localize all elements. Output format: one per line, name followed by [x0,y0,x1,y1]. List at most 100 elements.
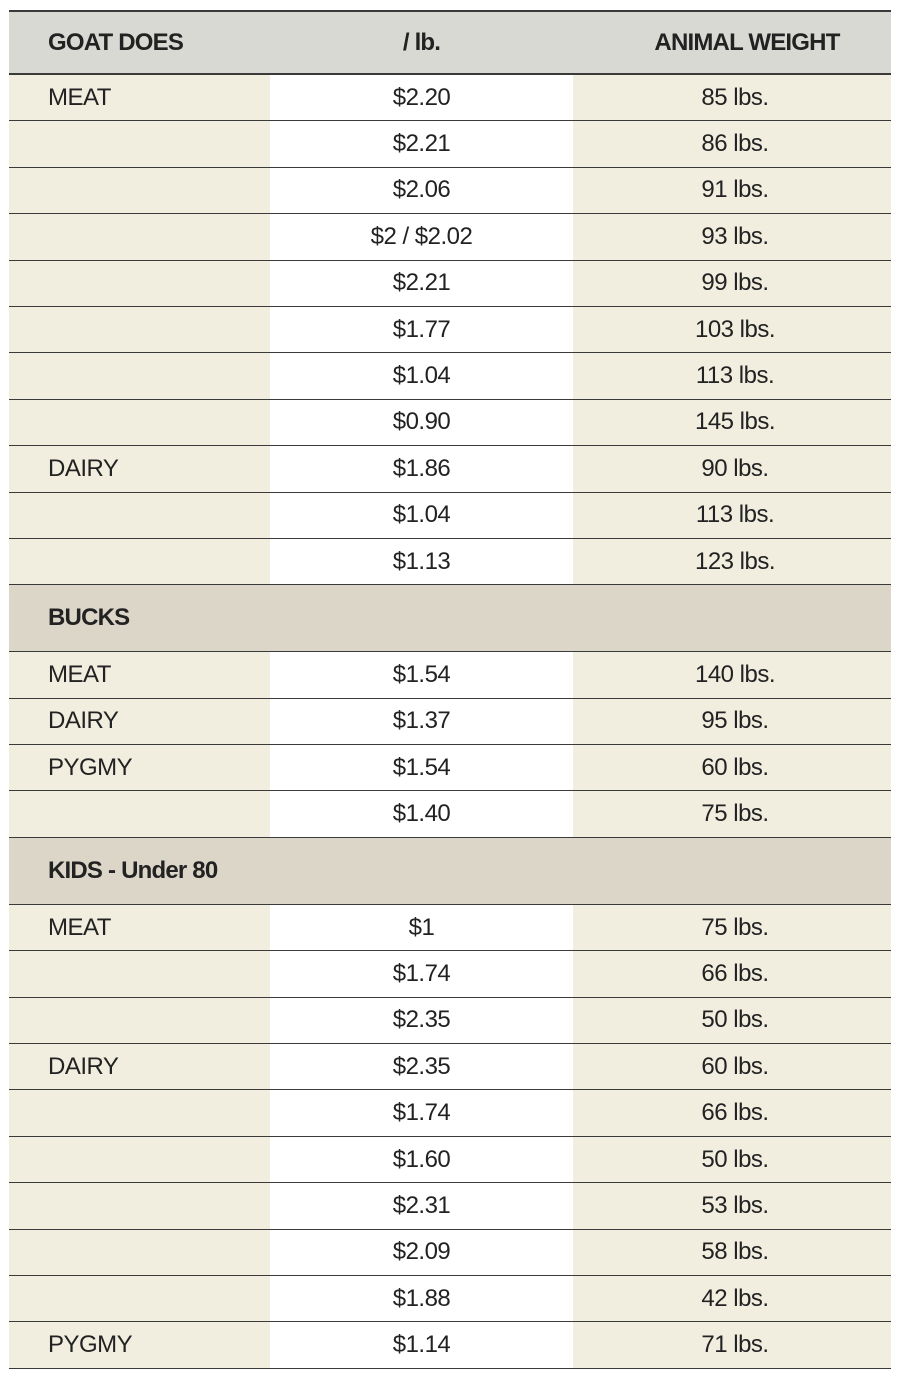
weight-cell: 86 lbs. [573,120,891,168]
weight-cell: 60 lbs. [573,744,891,792]
weight-cell: 90 lbs. [573,445,891,493]
price-cell: $1.40 [270,790,573,838]
category-cell [9,1089,270,1137]
weight-cell: 85 lbs. [573,74,891,122]
category-cell [9,213,270,261]
weight-cell: 113 lbs. [573,492,891,539]
header-row: GOAT DOES / lb. ANIMAL WEIGHT [9,10,891,75]
table-row: MEAT $2.20 85 lbs. [9,74,891,122]
category-cell: DAIRY [9,1043,270,1091]
category-cell: DAIRY [9,445,270,493]
price-cell: $1.14 [270,1321,573,1369]
table-row: PYGMY $1.54 60 lbs. [9,744,891,792]
category-cell [9,306,270,354]
table-row: $1.60 50 lbs. [9,1136,891,1184]
price-cell: $1.04 [270,492,573,539]
price-table-container: GOAT DOES / lb. ANIMAL WEIGHT MEAT $2.20 8… [9,10,891,1369]
price-cell: $2.21 [270,260,573,307]
category-cell [9,1275,270,1323]
weight-cell: 113 lbs. [573,352,891,400]
table-row: DAIRY $2.35 60 lbs. [9,1043,891,1091]
price-cell: $2.20 [270,74,573,122]
price-cell: $2.35 [270,997,573,1045]
category-cell: PYGMY [9,1321,270,1369]
weight-cell: 99 lbs. [573,260,891,307]
weight-cell: 93 lbs. [573,213,891,261]
section-header-row: BUCKS [9,584,891,653]
weight-cell: 53 lbs. [573,1182,891,1230]
table-row: $1.77 103 lbs. [9,306,891,354]
table-row: $1.74 66 lbs. [9,950,891,998]
weight-cell: 91 lbs. [573,167,891,215]
price-cell: $1.54 [270,651,573,699]
price-cell: $1.74 [270,1089,573,1137]
table-body: MEAT $2.20 85 lbs. $2.21 86 lbs. $2.06 91 lbs.… [9,74,891,1369]
table-row: PYGMY $1.14 71 lbs. [9,1321,891,1369]
table-header: GOAT DOES / lb. ANIMAL WEIGHT [9,10,891,75]
weight-cell: 66 lbs. [573,1089,891,1137]
weight-cell: 123 lbs. [573,538,891,586]
table-row: $2.31 53 lbs. [9,1182,891,1230]
price-cell: $1 [270,904,573,952]
table-row: $2 / $2.02 93 lbs. [9,213,891,261]
weight-cell: 50 lbs. [573,997,891,1045]
category-cell [9,538,270,586]
weight-cell: 58 lbs. [573,1229,891,1276]
category-cell [9,790,270,838]
price-cell: $2 / $2.02 [270,213,573,261]
category-cell: MEAT [9,904,270,952]
weight-cell: 60 lbs. [573,1043,891,1091]
weight-cell: 75 lbs. [573,904,891,952]
category-cell: MEAT [9,74,270,122]
price-cell: $2.09 [270,1229,573,1276]
table-row: DAIRY $1.86 90 lbs. [9,445,891,493]
price-cell: $2.06 [270,167,573,215]
weight-cell: 42 lbs. [573,1275,891,1323]
category-cell [9,399,270,447]
price-cell: $2.31 [270,1182,573,1230]
price-cell: $1.77 [270,306,573,354]
weight-cell: 103 lbs. [573,306,891,354]
price-cell: $1.54 [270,744,573,792]
category-cell: MEAT [9,651,270,699]
header-animal-weight: ANIMAL WEIGHT [573,10,891,75]
price-cell: $0.90 [270,399,573,447]
price-cell: $1.74 [270,950,573,998]
goat-price-table: GOAT DOES / lb. ANIMAL WEIGHT MEAT $2.20 8… [9,10,891,1369]
price-cell: $1.88 [270,1275,573,1323]
category-cell [9,1136,270,1184]
table-row: $1.74 66 lbs. [9,1089,891,1137]
price-cell: $2.21 [270,120,573,168]
section-header-row: KIDS - Under 80 [9,837,891,905]
weight-cell: 50 lbs. [573,1136,891,1184]
category-cell: DAIRY [9,698,270,746]
table-row: $0.90 145 lbs. [9,399,891,447]
category-cell [9,120,270,168]
table-row: $1.04 113 lbs. [9,492,891,539]
category-cell [9,492,270,539]
header-category: GOAT DOES [9,10,270,75]
table-row: DAIRY $1.37 95 lbs. [9,698,891,746]
header-price-per-lb: / lb. [270,10,573,75]
price-cell: $1.86 [270,445,573,493]
weight-cell: 66 lbs. [573,950,891,998]
table-row: $2.06 91 lbs. [9,167,891,215]
price-cell: $1.13 [270,538,573,586]
category-cell [9,997,270,1045]
category-cell [9,1182,270,1230]
category-cell [9,260,270,307]
category-cell [9,352,270,400]
section-title: KIDS - Under 80 [9,837,891,905]
category-cell [9,1229,270,1276]
table-row: MEAT $1 75 lbs. [9,904,891,952]
weight-cell: 71 lbs. [573,1321,891,1369]
table-row: MEAT $1.54 140 lbs. [9,651,891,699]
table-row: $1.13 123 lbs. [9,538,891,586]
weight-cell: 95 lbs. [573,698,891,746]
table-row: $1.04 113 lbs. [9,352,891,400]
price-cell: $1.37 [270,698,573,746]
category-cell: PYGMY [9,744,270,792]
weight-cell: 140 lbs. [573,651,891,699]
weight-cell: 145 lbs. [573,399,891,447]
price-cell: $1.60 [270,1136,573,1184]
